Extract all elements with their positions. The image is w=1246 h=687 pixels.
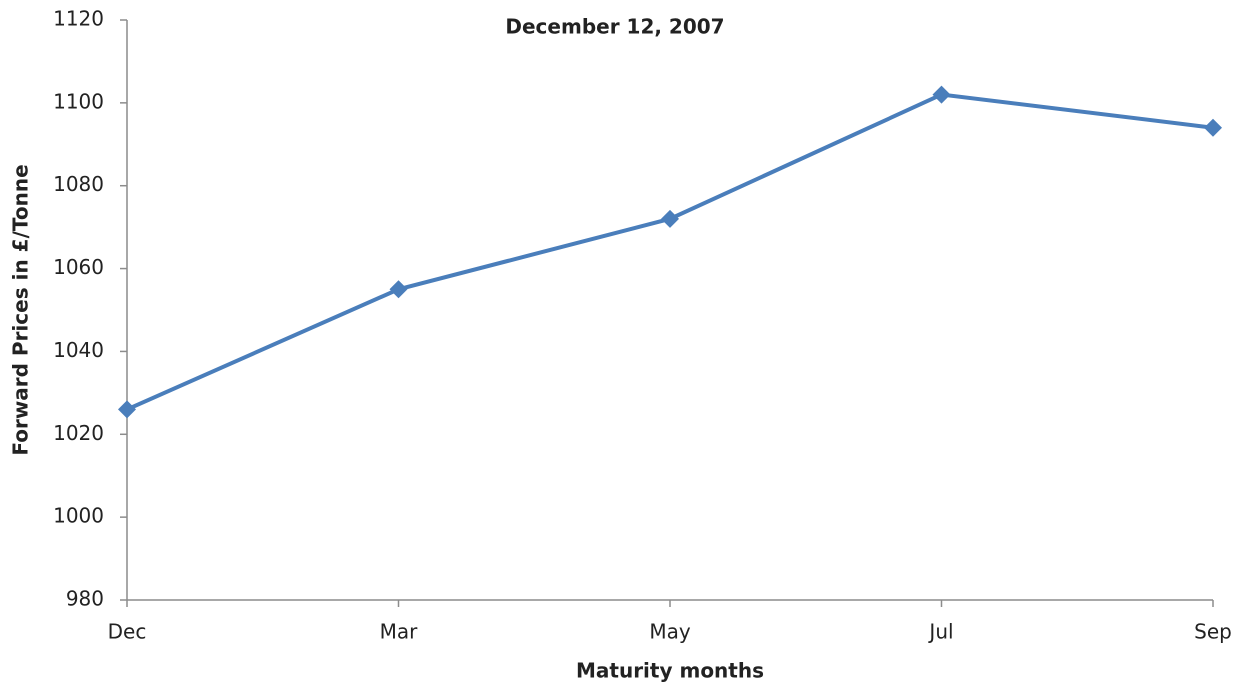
x-tick-label: Jul [927,620,953,644]
x-tick-label: Mar [380,620,419,644]
point-marker [118,400,136,419]
y-tick-label: 1060 [53,255,104,279]
point-marker [389,280,408,299]
y-tick-label: 980 [66,587,104,611]
y-tick-label: 1000 [53,504,104,528]
x-tick-label: May [649,620,691,644]
y-tick-label: 1080 [53,172,104,196]
x-tick-label: Dec [108,620,147,644]
y-axis-label: Forward Prices in £/Tonne [9,164,33,455]
y-tick-label: 1100 [53,89,104,113]
chart-title: December 12, 2007 [505,15,724,39]
point-marker [932,85,951,104]
y-tick-label: 1120 [53,7,104,31]
point-marker [1204,118,1222,137]
x-axis-label: Maturity months [576,659,764,683]
series-line [126,92,1214,412]
y-tick-label: 1040 [53,338,104,362]
x-tick-label: Sep [1194,620,1232,644]
point-marker [661,209,679,228]
y-tick-label: 1020 [53,421,104,445]
